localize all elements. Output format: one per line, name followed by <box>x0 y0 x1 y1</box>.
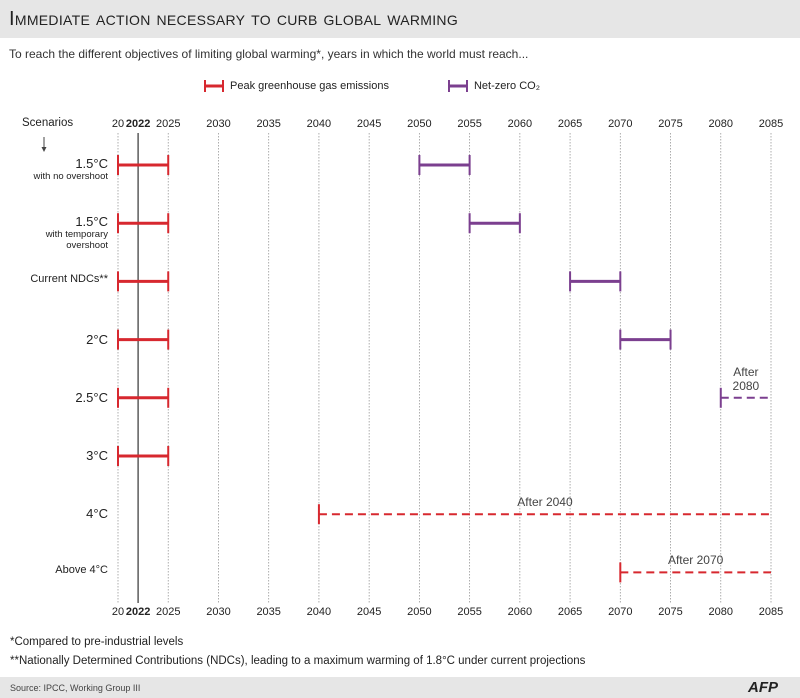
x-tick-label: 2025 <box>156 118 180 130</box>
x-tick-label: 2065 <box>558 118 582 130</box>
x-tick-label: 2035 <box>256 118 280 130</box>
footnote: *Compared to pre-industrial levels <box>10 636 184 648</box>
x-tick-label: 2030 <box>206 606 230 618</box>
footer-band <box>0 677 800 698</box>
row-label: 3°C <box>8 448 108 463</box>
row-label: Current NDCs** <box>8 273 108 285</box>
x-tick-label: 2070 <box>608 606 632 618</box>
reference-label: 2022 <box>126 606 150 618</box>
legend-label: Peak greenhouse gas emissions <box>230 80 389 92</box>
x-tick-label: 2035 <box>256 606 280 618</box>
x-tick-label: 2030 <box>206 118 230 130</box>
arrow-head <box>41 147 47 152</box>
x-tick-label: 2080 <box>709 606 733 618</box>
x-tick-label: 2065 <box>558 606 582 618</box>
x-tick-label: 2025 <box>156 606 180 618</box>
x-tick-label: 2045 <box>357 118 381 130</box>
x-tick-label: 2040 <box>307 606 331 618</box>
title: Immediate action necessary to curb globa… <box>9 8 459 30</box>
range-label: After 2080 <box>732 364 760 393</box>
legend-label: Net-zero CO₂ <box>474 80 540 92</box>
row-label: Above 4°C <box>8 564 108 576</box>
category-label: 2.5°C <box>75 389 108 405</box>
range-label: After 2040 <box>517 495 573 510</box>
x-tick-label: 2050 <box>407 606 431 618</box>
row-label: 4°C <box>8 506 108 521</box>
category-label: 2°C <box>86 331 108 347</box>
x-tick-label: 2070 <box>608 118 632 130</box>
x-tick-label: 2080 <box>709 118 733 130</box>
row-label: 2.5°C <box>8 390 108 405</box>
x-tick-label: 2060 <box>508 118 532 130</box>
x-tick-label: 2085 <box>759 606 783 618</box>
category-note: with no overshoot <box>33 171 108 182</box>
x-tick-label: 20 <box>112 118 124 130</box>
category-label: 1.5°C <box>75 214 108 230</box>
x-tick-label: 2040 <box>307 118 331 130</box>
logo: AFP <box>748 679 778 696</box>
x-tick-label: 2060 <box>508 606 532 618</box>
row-label: 1.5°C with no overshoot <box>8 156 108 182</box>
x-tick-label: 2045 <box>357 606 381 618</box>
x-tick-label: 20 <box>112 606 124 618</box>
category-label: Current NDCs** <box>30 273 108 286</box>
row-label: 1.5°C with temporary overshoot <box>8 214 108 251</box>
x-tick-label: 2075 <box>658 118 682 130</box>
category-label: 3°C <box>86 448 108 463</box>
x-tick-label: 2050 <box>407 118 431 130</box>
category-label: 4°C <box>86 506 108 522</box>
range-label: After 2070 <box>667 553 724 568</box>
source: Source: IPCC, Working Group III <box>10 683 141 693</box>
reference-label: 2022 <box>126 118 150 130</box>
x-tick-label: 2085 <box>759 118 783 130</box>
category-note: with temporary overshoot <box>45 229 108 252</box>
row-label: 2°C <box>8 332 108 347</box>
x-tick-label: 2055 <box>457 118 481 130</box>
footnote: **Nationally Determined Contributions (N… <box>10 655 586 667</box>
header-band <box>0 0 800 38</box>
subtitle: To reach the different objectives of lim… <box>9 47 529 61</box>
x-tick-label: 2055 <box>457 606 481 618</box>
category-label: 1.5°C <box>75 156 108 171</box>
category-label: Above 4°C <box>55 564 108 577</box>
category-header: Scenarios <box>22 117 74 129</box>
x-tick-label: 2075 <box>658 606 682 618</box>
